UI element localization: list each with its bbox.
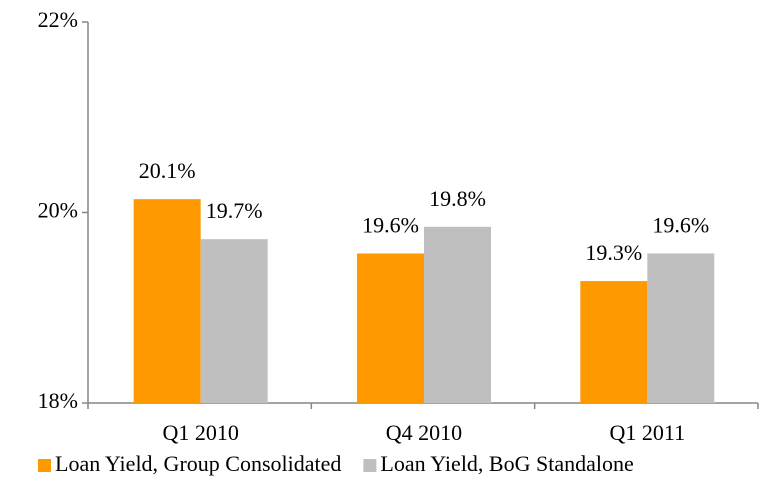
value-label: 20.1% [139, 158, 196, 183]
y-tick-label: 18% [38, 388, 78, 413]
value-label: 19.3% [585, 240, 642, 265]
value-label: 19.7% [206, 198, 263, 223]
x-tick-label: Q4 2010 [386, 420, 462, 445]
legend-label: Loan Yield, BoG Standalone [380, 451, 633, 476]
bar [424, 226, 491, 403]
x-tick-label: Q1 2010 [162, 420, 238, 445]
y-tick-label: 20% [38, 198, 78, 223]
bar [133, 199, 201, 403]
bar [647, 253, 715, 403]
value-label: 19.6% [362, 213, 419, 238]
y-tick-label: 22% [38, 7, 78, 32]
x-tick-label: Q1 2011 [610, 420, 686, 445]
legend-swatch [38, 459, 51, 472]
legend-swatch [363, 459, 377, 472]
bar [357, 253, 424, 403]
legend-label: Loan Yield, Group Consolidated [55, 451, 341, 476]
value-label: 19.8% [429, 186, 486, 211]
bar [200, 239, 268, 403]
bar [580, 281, 648, 403]
value-label: 19.6% [652, 213, 709, 238]
